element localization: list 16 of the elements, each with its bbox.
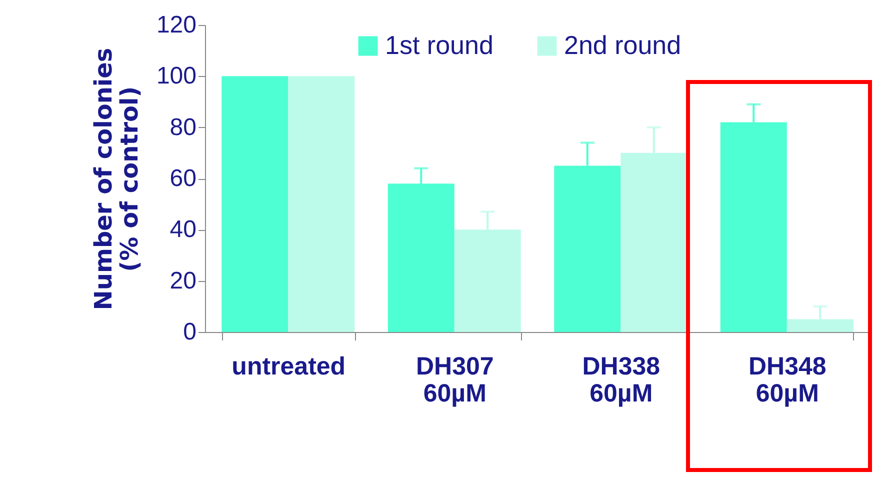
bar — [288, 76, 355, 332]
x-tick-label: DH348 60µM — [748, 352, 826, 408]
y-tick-label: 20 — [170, 267, 196, 294]
y-axis-title: Number of colonies (% of control) — [89, 48, 144, 310]
legend-label: 2nd round — [564, 30, 682, 60]
y-tick-label: 40 — [170, 216, 196, 244]
y-tick-label: 120 — [156, 12, 196, 38]
x-tick-label: untreated — [232, 352, 346, 380]
legend-label: 1st round — [385, 30, 494, 60]
x-tick-label: DH338 60µM — [582, 352, 660, 408]
y-tick-label: 80 — [170, 114, 196, 141]
y-tick-label: 100 — [156, 62, 196, 90]
bar — [222, 76, 288, 332]
y-tick-label: 60 — [170, 165, 196, 192]
x-tick-label: DH307 60µM — [416, 352, 494, 408]
y-tick-label: 0 — [183, 318, 196, 346]
